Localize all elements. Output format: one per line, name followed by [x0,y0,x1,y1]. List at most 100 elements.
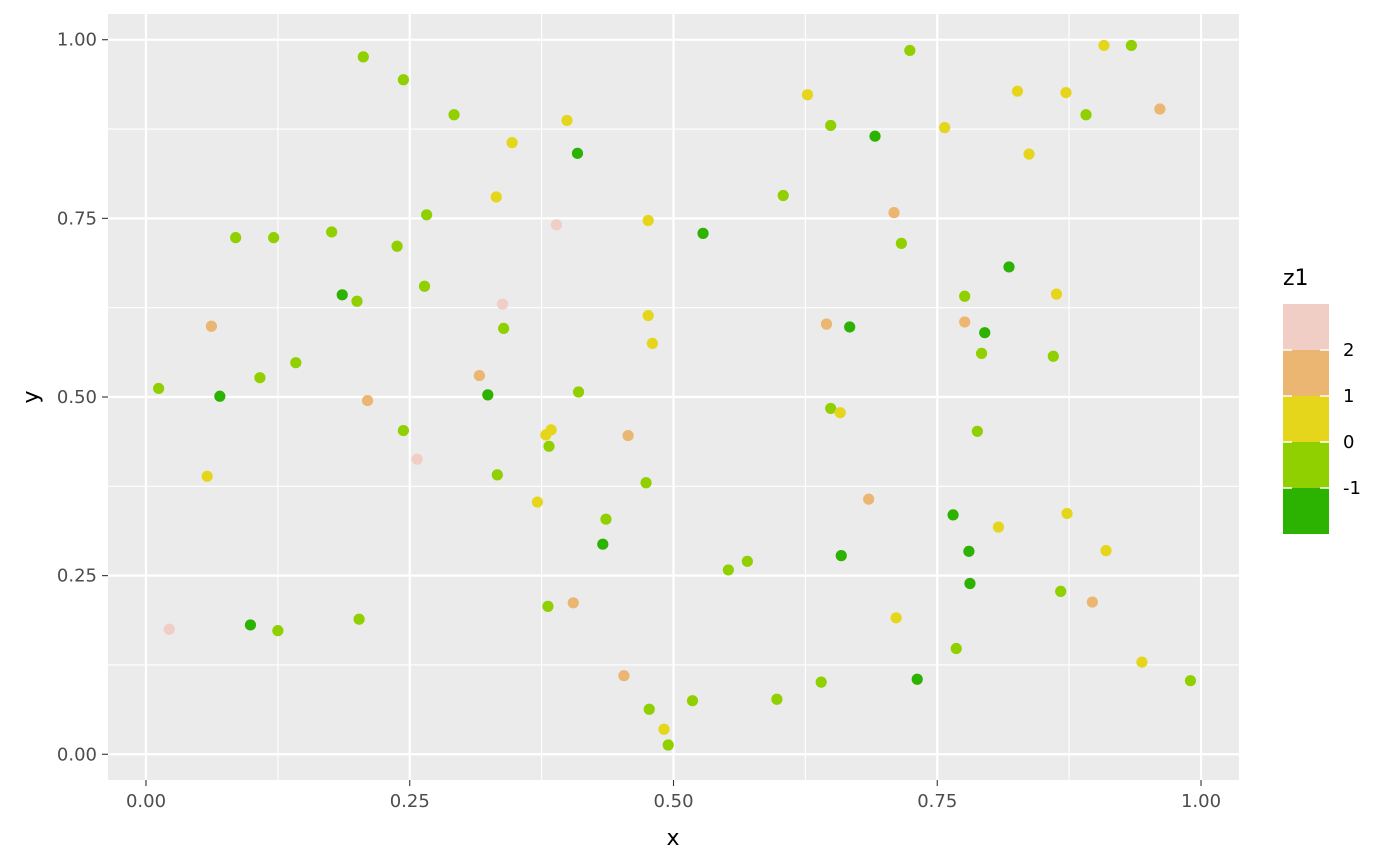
x-axis: 0.00 0.25 0.50 0.75 1.00 [126,780,1221,812]
data-point [834,407,846,419]
data-point [741,555,753,567]
data-point [567,597,579,609]
data-point [844,321,856,333]
data-point [205,320,217,332]
legend-color-step [1283,488,1329,534]
data-point [939,122,951,134]
data-point [959,316,971,328]
data-point [482,389,494,401]
data-point [890,612,902,624]
x-tick-label: 1.00 [1181,791,1221,812]
data-point [201,470,213,482]
data-point [268,232,280,244]
data-point [542,600,554,612]
major-gridlines [108,14,1239,780]
y-tick-label: 0.50 [57,387,97,408]
x-tick-label: 0.50 [653,791,693,812]
legend-colorsteps: 2 1 0 -1 [1283,304,1361,534]
data-point [572,386,585,398]
data-point [418,280,431,292]
data-point [543,440,555,452]
data-point [835,550,847,562]
data-point [959,290,971,302]
data-point [214,390,226,402]
data-point [1184,675,1197,687]
x-tick-label: 0.25 [390,791,430,812]
data-point [947,509,959,521]
data-point [421,209,433,221]
y-tick-label: 0.00 [57,744,97,765]
data-point [353,613,365,625]
data-point [643,703,655,715]
data-point [895,237,907,249]
data-point [642,214,654,227]
data-point [1003,261,1015,273]
data-point [244,619,257,631]
data-point [491,469,503,481]
data-point [1098,39,1110,52]
data-point [490,191,502,203]
data-point [646,337,658,350]
data-point [771,693,783,705]
data-point [411,453,423,465]
data-point [561,114,573,127]
data-point [600,513,612,525]
data-point [336,289,348,301]
data-point [618,670,630,682]
data-point [975,347,988,360]
x-tick-label: 0.75 [917,791,957,812]
legend-label: -1 [1343,478,1361,499]
data-point [686,695,699,707]
y-tick-label: 0.25 [57,566,97,587]
data-point [1023,148,1035,160]
data-point [964,577,976,590]
data-point [801,89,814,101]
data-point [863,493,875,505]
legend-color-step [1283,304,1329,350]
y-axis: 0.00 0.25 0.50 0.75 1.00 [57,30,108,765]
x-tick-label: 0.00 [126,791,166,812]
legend-label: 0 [1343,432,1354,453]
data-point [272,625,284,637]
data-point [815,676,827,688]
data-point [496,298,509,310]
data-point [979,327,991,339]
data-point [869,130,881,142]
data-point [397,424,410,437]
legend-label: 1 [1343,386,1354,407]
data-point [825,119,837,132]
data-point [391,240,403,252]
data-point [1055,585,1067,597]
data-point [550,219,562,231]
data-point [326,226,338,238]
data-point [722,564,734,576]
y-tick-label: 1.00 [57,30,97,51]
data-point [1050,288,1063,300]
data-point [1060,87,1072,99]
data-point [777,189,789,202]
data-point [163,623,175,635]
data-point [642,309,654,322]
data-point [545,424,557,436]
legend-color-step [1283,396,1329,442]
y-axis-title: y [19,390,44,403]
data-point [361,394,374,407]
data-point [473,369,485,382]
data-point [290,357,302,369]
legend: z1 2 1 0 -1 [1283,266,1361,534]
data-point [622,429,634,442]
data-point [597,538,609,550]
data-point [357,51,369,63]
legend-color-step [1283,442,1329,488]
data-point [662,739,674,751]
data-point [1100,545,1112,557]
data-point [254,372,266,384]
legend-label: 2 [1343,340,1354,361]
data-point [1136,656,1148,668]
data-point [658,723,670,735]
data-point [351,295,363,307]
data-point [911,673,923,685]
data-point [971,425,983,437]
legend-color-step [1283,350,1329,396]
